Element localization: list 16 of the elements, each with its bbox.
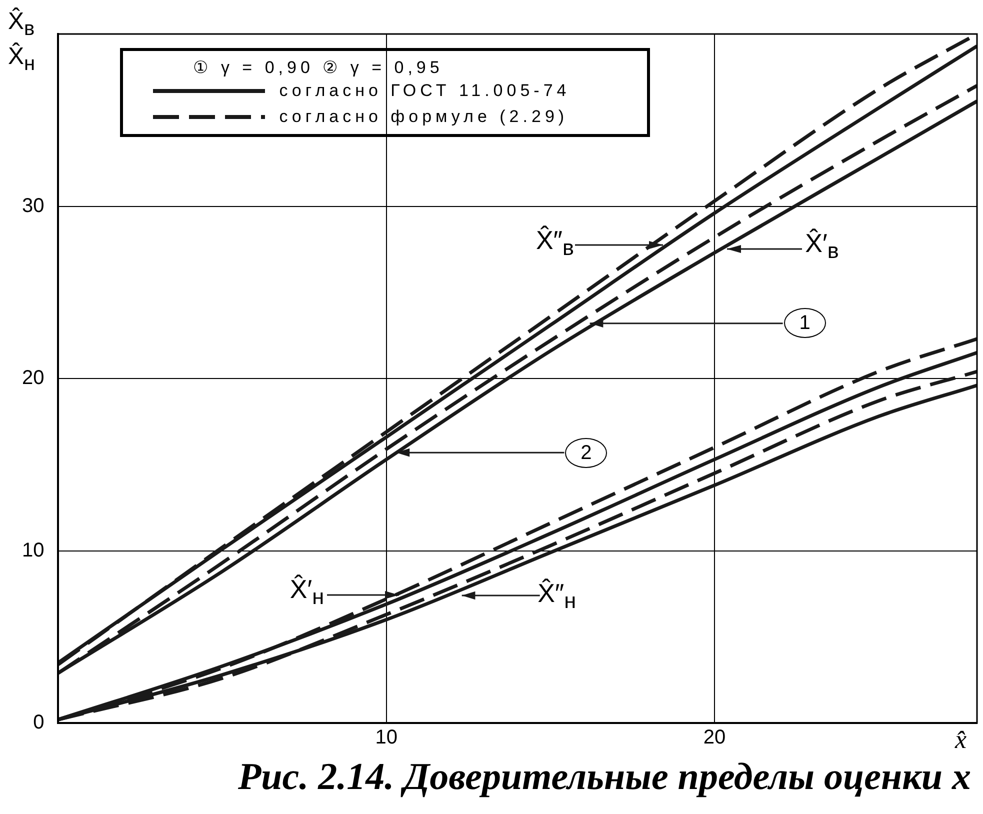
- y-tick-label: 10: [22, 539, 44, 562]
- y-tick-label: 0: [33, 712, 44, 734]
- legend-title: ① γ = 0,90 ② γ = 0,95: [193, 57, 444, 78]
- y-tick-label: 20: [22, 367, 44, 390]
- legend-label: согласно ГОСТ 11.005-74: [279, 81, 570, 101]
- annotation: 2: [565, 438, 608, 468]
- annotation: X̂″$_{в}$: [536, 224, 574, 262]
- annotation: X̂″$_{н}$: [538, 577, 576, 614]
- legend-label: согласно формуле (2.29): [279, 107, 568, 127]
- annotation: X̂′$_{н}$: [290, 574, 324, 610]
- annotation: 1: [784, 308, 826, 338]
- y-axis-title: X̂$_{в}$ X̂$_{н}$: [8, 8, 36, 77]
- y-tick-label: 30: [22, 194, 44, 217]
- x-axis-title: x̂: [955, 725, 967, 755]
- text: Рис. 2.14. Доверительные пределы оценки x: [238, 755, 971, 799]
- annotation: X̂′$_{в}$: [805, 228, 839, 264]
